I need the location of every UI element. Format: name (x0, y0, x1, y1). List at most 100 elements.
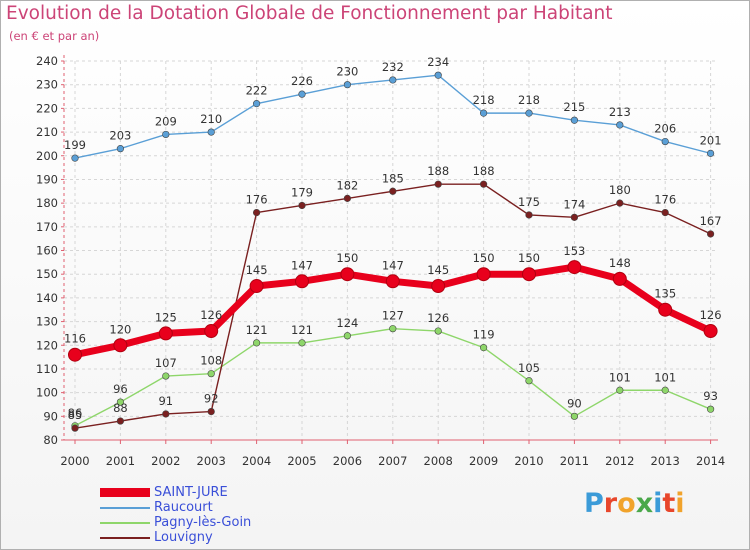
x-tick-label: 2000 (60, 454, 89, 468)
y-tick-label: 240 (36, 54, 58, 68)
x-tick-label: 2002 (151, 454, 180, 468)
data-label-pagny-l-s-goin: 93 (703, 389, 718, 403)
data-label-pagny-l-s-goin: 90 (567, 396, 582, 410)
data-label-raucourt: 201 (700, 133, 722, 147)
data-point-saint-jure (658, 302, 673, 317)
y-tick-label: 230 (36, 78, 58, 92)
x-tick-label: 2008 (424, 454, 453, 468)
data-label-pagny-l-s-goin: 108 (200, 354, 222, 368)
y-tick-label: 110 (36, 362, 58, 376)
logo-letter: i (675, 488, 685, 519)
data-label-saint-jure: 120 (109, 322, 131, 336)
x-tick-label: 2011 (560, 454, 589, 468)
data-point-saint-jure (522, 267, 536, 282)
data-label-raucourt: 209 (155, 114, 177, 128)
data-point-saint-jure (385, 274, 400, 289)
data-point-louvigny (661, 209, 669, 217)
data-label-pagny-l-s-goin: 127 (382, 309, 404, 323)
data-label-louvigny: 180 (609, 183, 631, 197)
y-tick-label: 130 (36, 315, 58, 329)
y-tick-label: 210 (36, 125, 58, 139)
data-label-saint-jure: 150 (473, 251, 495, 265)
data-point-saint-jure (340, 267, 355, 282)
logo-letter: P (584, 488, 604, 519)
data-label-saint-jure: 126 (200, 308, 222, 322)
x-tick-label: 2014 (696, 454, 725, 468)
data-point-raucourt (71, 154, 79, 162)
data-point-saint-jure (68, 347, 82, 362)
data-label-saint-jure: 145 (246, 263, 268, 277)
data-label-louvigny: 88 (113, 401, 128, 415)
data-label-pagny-l-s-goin: 101 (654, 370, 676, 384)
data-point-louvigny (343, 194, 352, 202)
y-tick-label: 150 (36, 267, 58, 281)
data-point-pagny-l-s-goin (525, 377, 533, 385)
data-point-pagny-l-s-goin (434, 327, 442, 335)
legend-swatch-louvigny (100, 537, 150, 539)
logo-letter: o (617, 488, 636, 519)
data-point-pagny-l-s-goin (389, 325, 397, 333)
data-point-pagny-l-s-goin (706, 405, 715, 413)
data-label-raucourt: 234 (427, 55, 449, 69)
x-tick-label: 2001 (106, 454, 135, 468)
x-tick-label: 2006 (333, 454, 362, 468)
data-label-raucourt: 206 (654, 122, 676, 136)
data-point-raucourt (389, 76, 397, 84)
data-point-saint-jure (249, 279, 264, 294)
data-label-raucourt: 203 (109, 129, 131, 143)
data-label-raucourt: 218 (473, 93, 495, 107)
data-labels-layer: 199 203 209 210 222 226 230 232 234 218 218 215 213 2… (64, 55, 722, 422)
data-label-louvigny: 91 (158, 394, 173, 408)
data-label-pagny-l-s-goin: 121 (246, 323, 268, 337)
x-tick-label: 2012 (605, 454, 634, 468)
y-axis-ticks: 80 90 100 110 120 130 140 150 160 170 180 190 200 210… (36, 54, 64, 447)
data-label-louvigny: 182 (336, 178, 358, 192)
data-label-pagny-l-s-goin: 86 (68, 406, 83, 420)
data-label-louvigny: 188 (473, 164, 495, 178)
y-tick-label: 160 (36, 244, 58, 258)
data-point-louvigny (71, 424, 79, 432)
logo-letter: t (662, 488, 676, 519)
legend-label-raucourt: Raucourt (154, 500, 213, 515)
data-point-saint-jure (158, 326, 173, 341)
data-label-saint-jure: 148 (609, 256, 631, 270)
data-point-louvigny (480, 180, 488, 188)
data-label-raucourt: 215 (563, 100, 585, 114)
data-label-saint-jure: 147 (291, 258, 313, 272)
data-label-saint-jure: 135 (654, 287, 676, 301)
logo-letter: i (653, 488, 663, 519)
data-point-louvigny (434, 180, 442, 188)
data-label-raucourt: 222 (246, 84, 268, 98)
data-point-pagny-l-s-goin (162, 372, 170, 380)
data-point-raucourt (207, 128, 215, 136)
data-point-saint-jure (295, 274, 309, 289)
y-tick-label: 140 (36, 291, 58, 305)
data-point-pagny-l-s-goin (116, 398, 124, 406)
data-point-louvigny (253, 209, 261, 217)
chart-subtitle: (en € et par an) (9, 29, 100, 43)
data-point-saint-jure (612, 271, 627, 286)
data-point-raucourt (616, 121, 624, 129)
y-tick-label: 170 (36, 220, 58, 234)
data-point-raucourt (116, 145, 124, 153)
data-label-louvigny: 185 (382, 171, 404, 185)
data-point-saint-jure (204, 324, 219, 339)
data-label-raucourt: 199 (64, 138, 86, 152)
data-label-pagny-l-s-goin: 119 (473, 328, 495, 342)
data-point-louvigny (570, 213, 579, 221)
data-label-saint-jure: 150 (336, 251, 358, 265)
data-label-saint-jure: 150 (518, 251, 540, 265)
data-label-pagny-l-s-goin: 126 (427, 311, 449, 325)
data-point-louvigny (162, 410, 170, 418)
legend-label-pagny-les-goin: Pagny-lès-Goin (154, 515, 252, 530)
data-point-pagny-l-s-goin (616, 386, 624, 394)
data-label-pagny-l-s-goin: 105 (518, 361, 540, 375)
series-layer (68, 71, 718, 432)
data-point-louvigny (389, 187, 397, 195)
data-point-pagny-l-s-goin (480, 344, 488, 352)
y-tick-label: 190 (36, 172, 58, 186)
data-label-louvigny: 176 (654, 193, 676, 207)
data-label-louvigny: 175 (518, 195, 540, 209)
data-point-raucourt (298, 90, 306, 98)
legend-swatch-raucourt (100, 507, 150, 509)
